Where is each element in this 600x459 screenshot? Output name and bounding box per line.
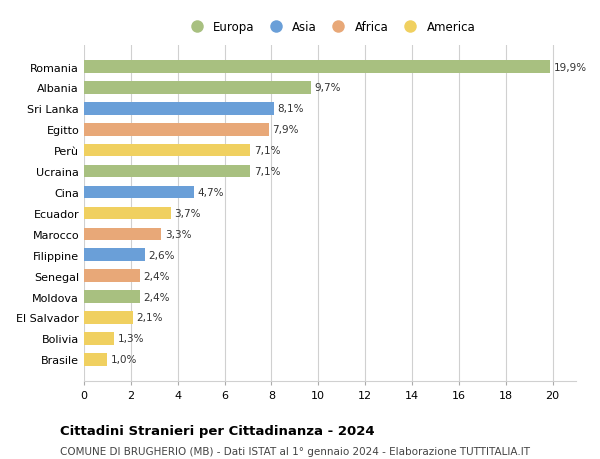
Bar [84, 228, 161, 241]
Bar [84, 270, 140, 282]
Text: 9,7%: 9,7% [315, 83, 341, 93]
Bar [84, 249, 145, 262]
Text: COMUNE DI BRUGHERIO (MB) - Dati ISTAT al 1° gennaio 2024 - Elaborazione TUTTITAL: COMUNE DI BRUGHERIO (MB) - Dati ISTAT al… [60, 446, 530, 456]
Text: 2,6%: 2,6% [148, 250, 175, 260]
Bar [84, 291, 140, 303]
Text: 2,1%: 2,1% [137, 313, 163, 323]
Text: 19,9%: 19,9% [554, 62, 587, 73]
Bar [84, 145, 250, 157]
Text: 2,4%: 2,4% [144, 292, 170, 302]
Text: Cittadini Stranieri per Cittadinanza - 2024: Cittadini Stranieri per Cittadinanza - 2… [60, 425, 374, 437]
Text: 8,1%: 8,1% [277, 104, 304, 114]
Text: 4,7%: 4,7% [197, 188, 224, 197]
Bar [84, 186, 194, 199]
Text: 7,9%: 7,9% [272, 125, 299, 135]
Bar [84, 332, 115, 345]
Bar [84, 124, 269, 136]
Bar [84, 312, 133, 324]
Text: 1,0%: 1,0% [111, 354, 137, 364]
Bar [84, 353, 107, 366]
Text: 3,3%: 3,3% [165, 230, 191, 239]
Bar [84, 61, 550, 73]
Text: 1,3%: 1,3% [118, 334, 145, 344]
Text: 7,1%: 7,1% [254, 146, 280, 156]
Bar [84, 82, 311, 95]
Bar [84, 165, 250, 178]
Bar [84, 103, 274, 115]
Bar [84, 207, 170, 220]
Text: 3,7%: 3,7% [174, 208, 201, 218]
Legend: Europa, Asia, Africa, America: Europa, Asia, Africa, America [182, 18, 478, 36]
Text: 2,4%: 2,4% [144, 271, 170, 281]
Text: 7,1%: 7,1% [254, 167, 280, 177]
